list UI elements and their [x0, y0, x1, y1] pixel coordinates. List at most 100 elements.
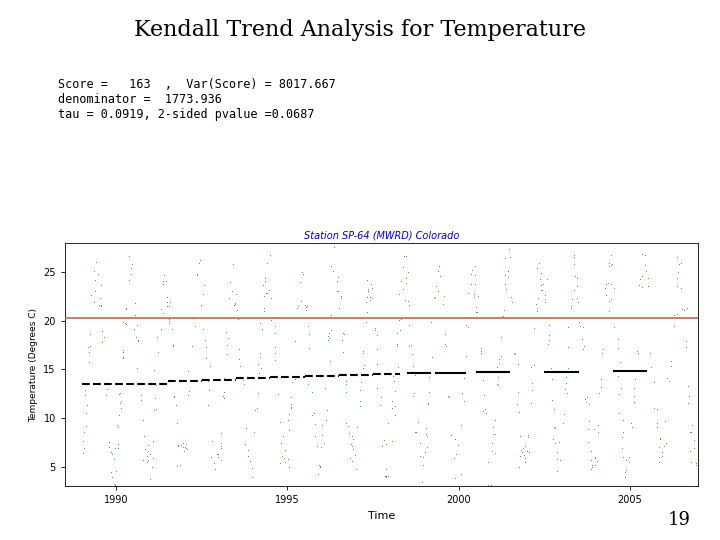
Point [202, 377, 214, 386]
Point [516, 448, 528, 457]
Point [259, 277, 271, 286]
Point [117, 348, 129, 356]
Point [539, 291, 551, 299]
Point [585, 456, 596, 464]
Point [161, 298, 173, 307]
Point [502, 272, 513, 281]
Point [160, 277, 171, 286]
Point [400, 252, 412, 260]
Point [362, 287, 374, 295]
Point [612, 334, 624, 343]
Point [338, 329, 349, 338]
Point [562, 363, 574, 372]
Point [544, 331, 555, 340]
Point [615, 384, 626, 393]
Point [636, 282, 648, 291]
Point [398, 252, 410, 260]
Point [112, 444, 124, 453]
Point [253, 360, 264, 369]
Point [132, 336, 143, 345]
Point [172, 441, 184, 450]
Point [602, 279, 613, 287]
Point [571, 294, 582, 302]
Point [560, 373, 572, 381]
Point [541, 314, 552, 322]
Point [371, 359, 382, 368]
Point [218, 394, 230, 403]
Point [143, 441, 154, 450]
Point [96, 338, 108, 346]
Point [150, 405, 161, 414]
Point [475, 344, 487, 353]
Point [163, 301, 175, 310]
Point [614, 358, 626, 367]
Point [164, 298, 176, 306]
Point [80, 409, 91, 417]
Point [315, 485, 326, 494]
Point [603, 262, 614, 271]
Point [503, 267, 514, 275]
Point [576, 335, 588, 343]
Point [636, 272, 648, 281]
Point [438, 300, 449, 309]
Point [285, 399, 297, 408]
Point [389, 402, 400, 410]
Point [380, 472, 392, 481]
Point [258, 307, 269, 315]
Point [158, 308, 169, 317]
Point [662, 373, 673, 382]
Point [217, 392, 228, 401]
Point [409, 428, 420, 436]
Point [335, 292, 346, 300]
Point [210, 483, 221, 491]
Point [275, 439, 287, 448]
Point [535, 269, 546, 278]
Point [127, 260, 138, 268]
Point [123, 252, 135, 260]
Point [629, 397, 640, 406]
Point [95, 301, 107, 309]
Point [337, 347, 348, 356]
Point [152, 347, 163, 356]
Point [526, 379, 538, 387]
Point [606, 280, 617, 288]
Point [628, 392, 639, 400]
Point [440, 342, 451, 350]
Point [420, 423, 432, 432]
Point [568, 253, 580, 261]
Point [246, 473, 258, 482]
Point [287, 377, 298, 386]
Point [328, 267, 339, 275]
Point [482, 481, 493, 489]
Point [260, 289, 271, 298]
Point [562, 342, 574, 351]
Point [489, 449, 500, 457]
Point [598, 345, 609, 354]
Point [520, 441, 531, 450]
Point [96, 327, 107, 335]
Point [526, 386, 538, 395]
Point [375, 393, 387, 402]
Point [98, 333, 109, 342]
Point [492, 373, 504, 382]
Point [613, 408, 625, 417]
Point [166, 324, 178, 333]
Point [469, 280, 481, 288]
Text: Kendall Trend Analysis for Temperature: Kendall Trend Analysis for Temperature [134, 19, 586, 41]
Point [150, 381, 161, 390]
Point [534, 275, 546, 284]
Point [109, 444, 120, 453]
Point [621, 455, 632, 464]
Point [402, 268, 414, 276]
Point [84, 341, 96, 350]
Point [500, 271, 511, 280]
Point [285, 403, 297, 411]
Point [589, 460, 600, 469]
Point [204, 362, 215, 370]
Point [237, 376, 248, 384]
Point [658, 442, 670, 450]
Point [178, 438, 189, 447]
Point [240, 440, 251, 448]
Point [343, 429, 355, 438]
Point [653, 457, 665, 466]
